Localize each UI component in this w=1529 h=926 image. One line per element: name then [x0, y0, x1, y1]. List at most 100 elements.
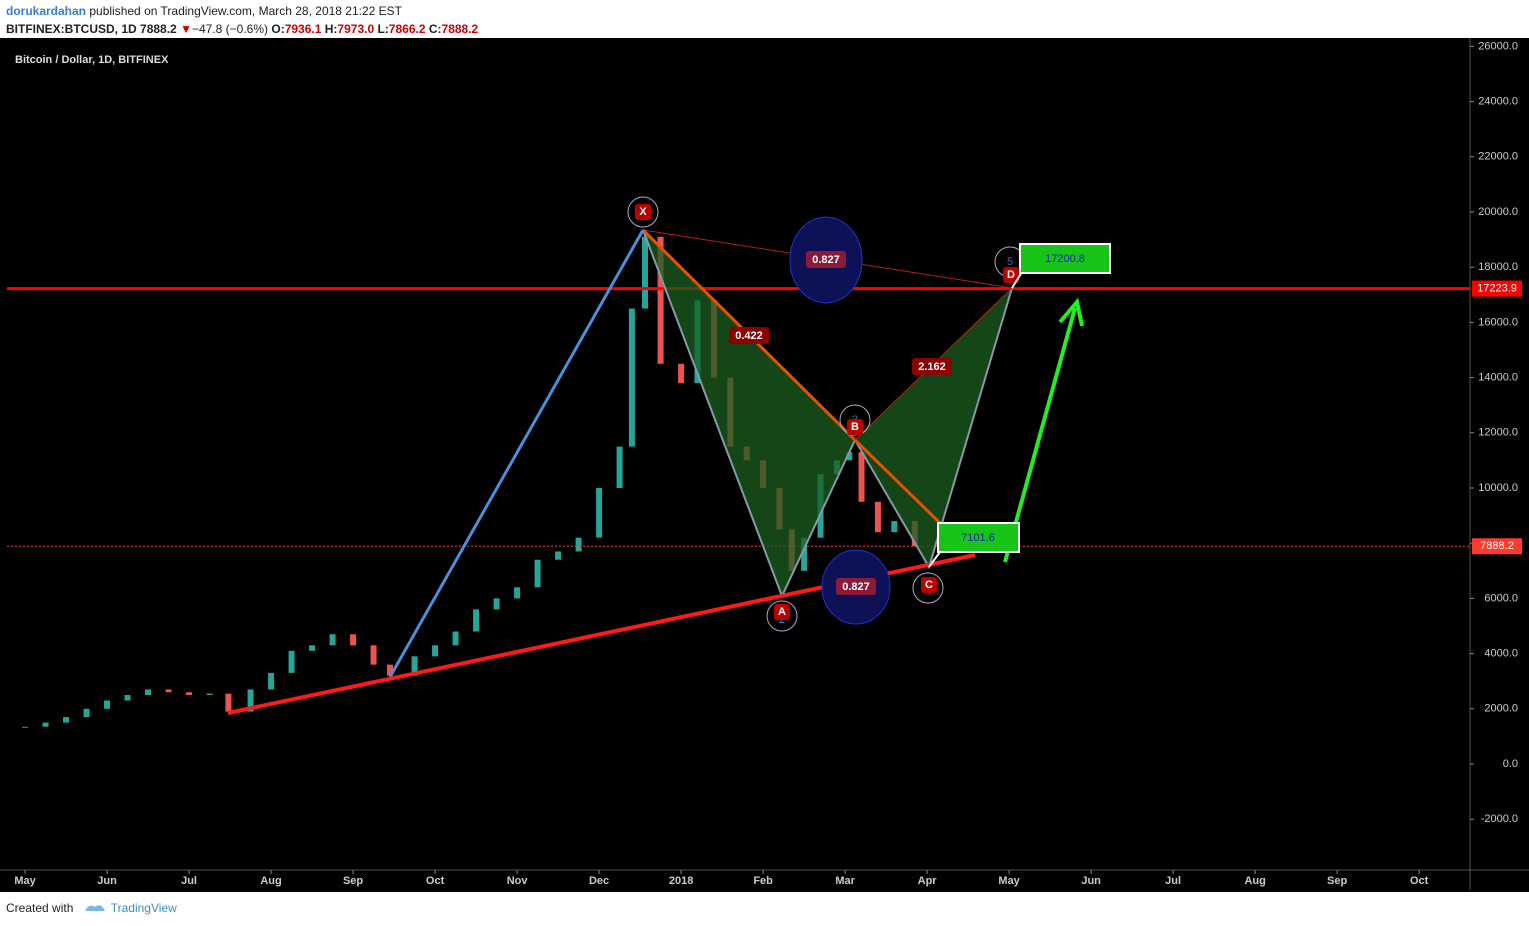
brand[interactable]: TradingView [110, 901, 177, 915]
arrow: ▼ [180, 22, 192, 36]
x-tick-label: Nov [507, 875, 529, 887]
arrow-head [1058, 297, 1084, 327]
ratio-box [912, 358, 952, 375]
callout-line [928, 551, 941, 568]
logo [84, 905, 105, 911]
candle [432, 645, 439, 657]
pattern-fill [643, 230, 855, 596]
candle [411, 656, 418, 676]
impulse-line [388, 229, 645, 678]
candle [493, 598, 500, 610]
x-tick-label: Mar [835, 875, 855, 887]
low: 7866.2 [388, 22, 426, 36]
point-label: C [925, 579, 933, 591]
y-tick-label: 2000.0 [1484, 703, 1518, 715]
price-tag-label: 7888.2 [1480, 540, 1514, 552]
y-tick-label: 20000.0 [1478, 206, 1518, 218]
candle [473, 609, 480, 632]
x-tick-label: Oct [1410, 875, 1429, 887]
candle [206, 693, 213, 696]
candle [555, 551, 562, 560]
ratio: 2.162 [918, 361, 946, 373]
target: 17200.8 [1045, 253, 1085, 265]
x-tick-label: Jul [1165, 875, 1181, 887]
candle [329, 634, 336, 646]
y-tick-label: 4000.0 [1484, 648, 1518, 660]
candle [165, 689, 172, 693]
header-line: dorukardahan published on TradingView.co… [6, 4, 402, 18]
candle [452, 631, 459, 646]
candle [63, 717, 70, 723]
target-box [937, 522, 1020, 553]
candle [801, 537, 808, 571]
l-label: L: [377, 22, 389, 36]
x-tick-label: Sep [1327, 875, 1347, 887]
arrow [1003, 307, 1077, 563]
candle [22, 726, 29, 728]
badge [847, 419, 863, 435]
ratio: 0.422 [735, 330, 763, 342]
point-badges [635, 204, 1019, 620]
ohlc-line: BITFINEX:BTCUSD, 1D 7888.2 ▼−47.8 (−0.6%… [6, 22, 478, 36]
author[interactable]: dorukardahan [6, 4, 87, 18]
candle [575, 537, 582, 552]
candle [891, 521, 898, 533]
y-tick-label: 14000.0 [1478, 371, 1518, 383]
badge [774, 604, 790, 620]
y-tick-label: 0.0 [1503, 758, 1518, 770]
point-labels: X A B C D [639, 206, 1015, 618]
published: published on TradingView.com, March 28, … [89, 4, 402, 18]
point-circle [766, 600, 798, 632]
x-tick-label: Jul [181, 875, 197, 887]
candle [386, 664, 393, 676]
candle [104, 700, 111, 709]
point-label: B [851, 421, 859, 433]
candle [268, 672, 275, 690]
x-tick-label: Dec [589, 875, 609, 887]
badge [921, 577, 937, 593]
ratio: 0.827 [842, 581, 870, 593]
candle [874, 501, 881, 533]
ratio-box [806, 251, 846, 268]
candle [186, 692, 193, 696]
x-tick-label: 2018 [669, 875, 693, 887]
candle [350, 634, 357, 646]
price-tag-label: 17223.9 [1477, 282, 1517, 294]
point-circle [912, 572, 944, 604]
candle [83, 708, 90, 718]
y-tick-label: 16000.0 [1478, 316, 1518, 328]
logo-shape [84, 905, 105, 911]
close: 7888.2 [441, 22, 479, 36]
point-label: D [1007, 269, 1015, 281]
y-tick-label: 12000.0 [1478, 427, 1518, 439]
created: Created with [6, 901, 74, 915]
candle [642, 236, 649, 309]
target-box [1019, 243, 1111, 274]
x-tick-label: Apr [918, 875, 938, 887]
o-label: O: [271, 22, 285, 36]
footer: Created with TradingView [6, 901, 177, 915]
target: 7101.6 [961, 532, 995, 544]
candle [288, 650, 295, 673]
point-label: A [778, 606, 786, 618]
last: 7888.2 [140, 22, 177, 36]
candle [309, 645, 316, 651]
x-tick-label: May [14, 875, 36, 887]
ratio-box [729, 327, 769, 344]
x-tick-label: Aug [1244, 875, 1265, 887]
wave-label: 5 [1007, 256, 1013, 268]
x-tick-label: Aug [260, 875, 281, 887]
x-tick-label: Jun [97, 875, 117, 887]
candle [42, 722, 49, 727]
point-label: X [639, 206, 647, 218]
candle [124, 695, 131, 701]
y-tick-label: 26000.0 [1478, 40, 1518, 52]
x-tick-label: Feb [753, 875, 773, 887]
price-tag [1472, 538, 1522, 555]
badge [1003, 267, 1019, 283]
callout-line [1011, 271, 1023, 289]
candle [534, 559, 541, 588]
x-tick-label: May [998, 875, 1020, 887]
candle [858, 452, 865, 502]
